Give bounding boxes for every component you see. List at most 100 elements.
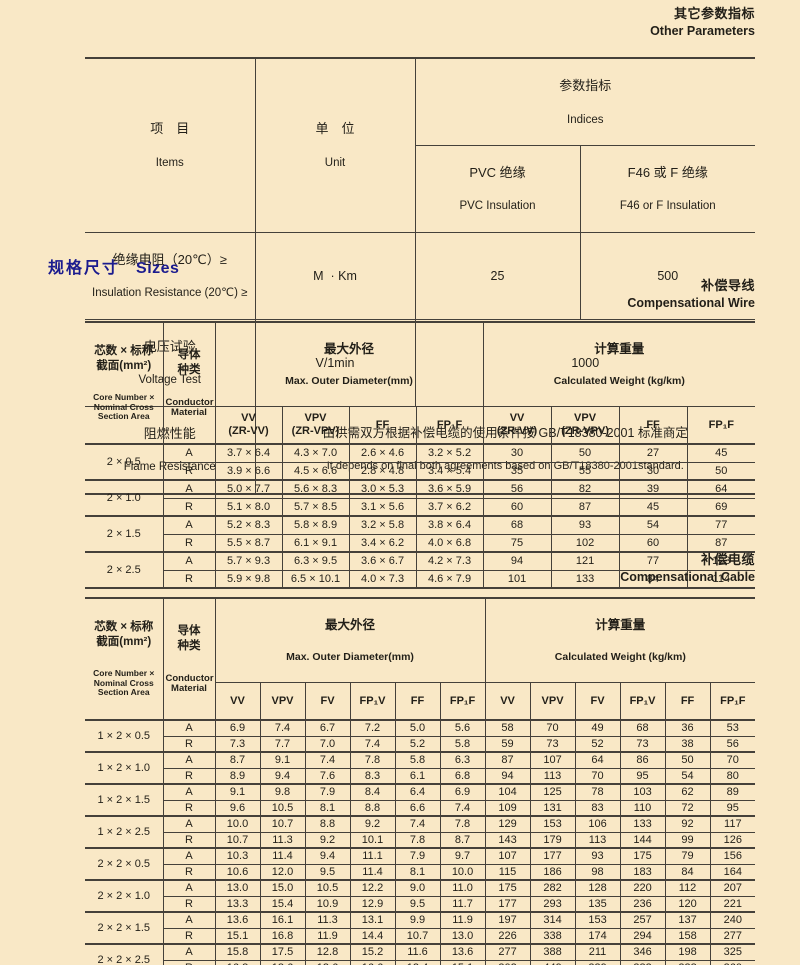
wire-heading-en: Compensational Wire	[627, 295, 755, 310]
wire-material-cell: R	[162, 533, 215, 553]
cable-weight-cell: 239	[574, 959, 621, 965]
insulation-label-zh: 绝缘电阻（20℃）≥	[112, 251, 227, 267]
cable-diameter-cell: 10.3	[214, 847, 260, 865]
cable-diameter-cell: 7.8	[349, 751, 395, 769]
cable-diameter-cell: 15.1	[214, 927, 260, 945]
cable-diameter-header-zh: 最大外径	[325, 618, 376, 632]
wire-diameter-cell: 5.7 × 8.5	[281, 497, 349, 517]
cable-weight-cell: 240	[709, 911, 756, 929]
wire-weight-cell: 87	[550, 497, 620, 517]
cable-diameter-cell: 13.6	[214, 911, 260, 929]
wire-weight-cell: 87	[686, 533, 756, 553]
cable-diameter-cell: 12.0	[259, 863, 305, 881]
cable-diameter-cell: 7.8	[394, 831, 440, 849]
cable-diameter-cell: 13.3	[214, 895, 260, 913]
cable-diam-col-fv: FV	[304, 681, 350, 721]
cable-weight-cell: 86	[619, 751, 666, 769]
wire-weight-cell: 69	[686, 497, 756, 517]
cable-weight-cell: 107	[529, 751, 576, 769]
wire-weight-cell: 54	[618, 515, 688, 535]
cable-diameter-cell: 15.4	[259, 895, 305, 913]
insulation-unit-cell: M · Km	[254, 231, 415, 320]
wire-diameter-cell: 5.9 × 9.8	[214, 569, 282, 589]
cable-diameter-cell: 16.8	[214, 959, 260, 965]
cable-weight-cell: 133	[619, 815, 666, 833]
cable-diameter-cell: 12.9	[349, 895, 395, 913]
cable-diameter-cell: 12.4	[394, 959, 440, 965]
cable-material-column-header: 导体 种类 Conductor Material	[162, 598, 215, 721]
cable-weight-cell: 388	[529, 943, 576, 961]
wire-heading-zh: 补偿导线	[700, 278, 755, 293]
wire-weight-cell: 50	[550, 443, 620, 463]
wire-weight-cell: 30	[482, 443, 552, 463]
cable-weight-cell: 360	[709, 959, 756, 965]
wire-weight-cell: 60	[482, 497, 552, 517]
cable-size-cell: 1 × 2 × 1.5	[85, 783, 163, 817]
cable-weight-cell: 49	[574, 719, 621, 737]
cable-weight-cell: 293	[529, 895, 576, 913]
cable-diameter-cell: 11.7	[439, 895, 486, 913]
cable-weight-cell: 158	[664, 927, 711, 945]
wire-diameter-cell: 3.2 × 5.2	[415, 443, 484, 463]
cable-weight-cell: 110	[619, 799, 666, 817]
f46-insulation-header: F46 或 F 绝缘 F46 or F Insulation	[579, 144, 756, 233]
cable-weight-cell: 449	[529, 959, 576, 965]
cable-data-row: 2 × 2 × 0.5 A 10.3 11.4 9.4 11.1 7.9 9.7 107 177 9…	[85, 847, 756, 881]
sizes-heading-en: Sizes	[136, 260, 180, 277]
cable-diameter-cell: 13.0	[214, 879, 260, 897]
cable-weight-cell: 99	[664, 831, 711, 849]
cable-diameter-cell: 10.0	[439, 863, 486, 881]
cable-diameter-cell: 15.0	[259, 879, 305, 897]
cable-diameter-cell: 6.1	[394, 767, 440, 785]
wire-size-cell: 2 × 0.5	[85, 443, 163, 481]
cable-data-row: 1 × 2 × 0.5 A 6.9 7.4 6.7 7.2 5.0 5.6 58 70 49 68 36…	[85, 719, 756, 753]
cable-data-row: R 15.1 16.8 11.9 14.4 10.7 13.0 226 338 174 294 158…	[85, 927, 756, 945]
wire-size-header-en: Core Number × Nominal Cross Section Area	[93, 391, 155, 422]
wire-material-cell: A	[162, 551, 215, 571]
cable-weight-cell: 144	[619, 831, 666, 849]
cable-diameter-cell: 5.2	[394, 735, 440, 753]
cable-weight-cell: 84	[664, 863, 711, 881]
cable-data-row: 1 × 2 × 1.5 A 9.1 9.8 7.9 8.4 6.4 6.9 104 125 78 10…	[85, 783, 756, 817]
wire-weight-col-fp1f: FP₁F	[686, 405, 756, 445]
cable-diameter-cell: 8.1	[394, 863, 440, 881]
insulation-pvc-value: 25	[414, 231, 580, 320]
cable-weight-cell: 277	[709, 927, 756, 945]
wire-material-cell: A	[162, 443, 215, 463]
wire-material-column-header: 导体 种类 Conductor Material	[162, 322, 215, 445]
cable-diameter-cell: 11.4	[259, 847, 305, 865]
cable-diam-col-ff: FF	[394, 681, 440, 721]
sizes-section-heading: 规格尺寸 Sizes	[48, 254, 179, 278]
cable-diameter-cell: 11.3	[304, 911, 350, 929]
pvc-header-en: PVC Insulation	[459, 200, 536, 213]
cable-size-cell: 2 × 2 × 1.0	[85, 879, 163, 913]
f46-header-zh: F46 或 F 绝缘	[627, 164, 708, 180]
cable-weight-cell: 109	[484, 799, 531, 817]
wire-diameter-cell: 3.1 × 5.6	[348, 497, 416, 517]
wire-weight-cell: 68	[482, 515, 552, 535]
unit-column-header: 单 位 Unit	[254, 57, 415, 233]
cable-weight-cell: 220	[619, 879, 666, 897]
cable-weight-cell: 294	[619, 927, 666, 945]
cable-diameter-cell: 5.6	[439, 719, 486, 737]
wire-weight-cell: 75	[482, 533, 552, 553]
wire-diameter-cell: 3.0 × 5.3	[348, 479, 416, 499]
cable-diameter-section-header: 最大外径 Max. Outer Diameter(mm)	[214, 598, 486, 683]
cable-diameter-cell: 10.5	[259, 799, 305, 817]
cable-diameter-cell: 7.7	[259, 735, 305, 753]
cable-diameter-cell: 16.1	[259, 911, 305, 929]
cable-weight-cell: 226	[484, 927, 531, 945]
cable-diameter-cell: 10.6	[214, 863, 260, 881]
cable-weight-cell: 53	[709, 719, 756, 737]
wire-data-row: R 5.1 × 8.0 5.7 × 8.5 3.1 × 5.6 3.7 × 6.2 60 8…	[85, 497, 756, 517]
cable-weight-section-header: 计算重量 Calculated Weight (kg/km)	[484, 598, 756, 683]
wire-diameter-section-header: 最大外径 Max. Outer Diameter(mm)	[214, 322, 484, 407]
wire-weight-cell: 94	[482, 551, 552, 571]
cable-data-row: 2 × 2 × 2.5 A 15.8 17.5 12.8 15.2 11.6 13.6 277 3…	[85, 943, 756, 965]
cable-diameter-cell: 15.1	[439, 959, 486, 965]
cable-weight-cell: 89	[709, 783, 756, 801]
wire-weight-cell: 60	[618, 533, 688, 553]
cable-diameter-cell: 7.3	[214, 735, 260, 753]
cable-diameter-cell: 7.9	[394, 847, 440, 865]
